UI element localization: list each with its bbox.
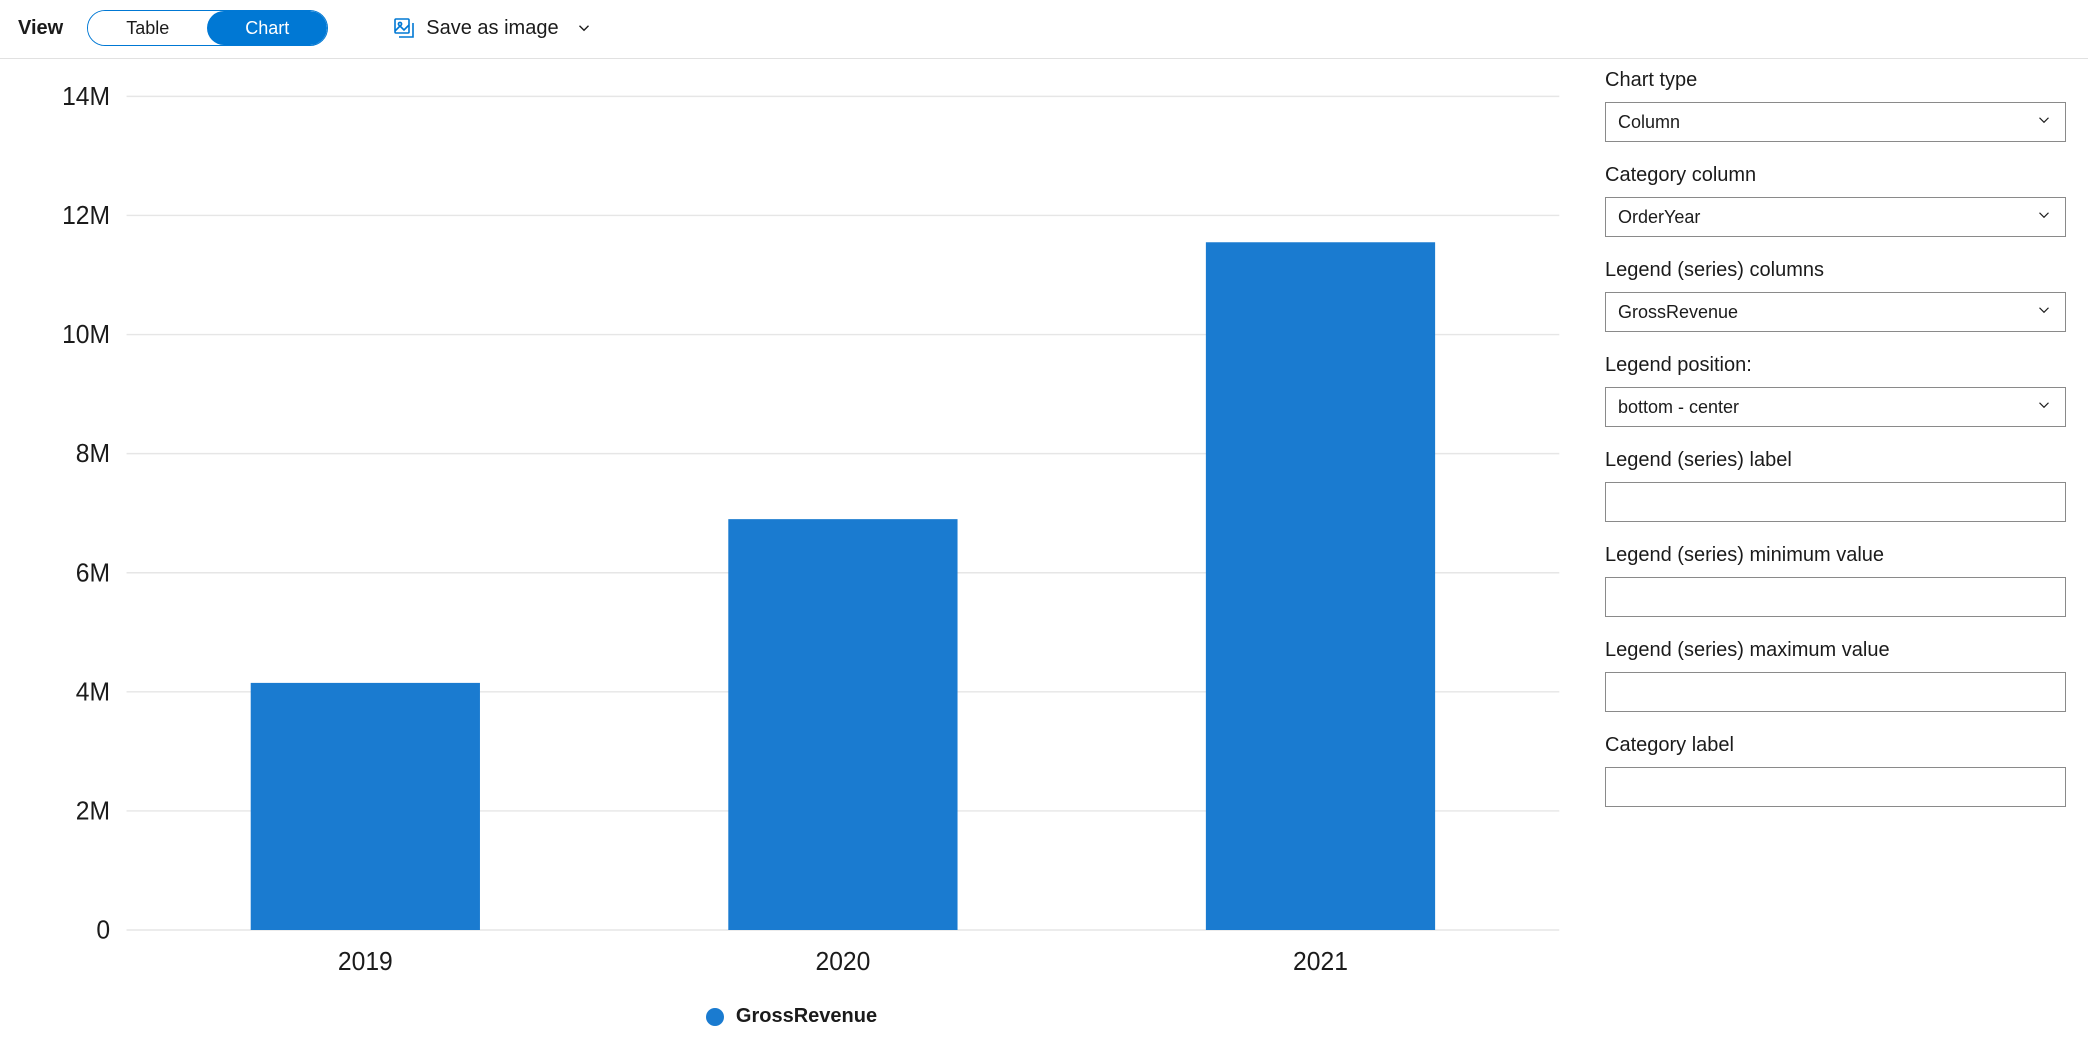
form-label: Category column bbox=[1605, 164, 2066, 187]
svg-text:14M: 14M bbox=[62, 83, 110, 112]
tab-table[interactable]: Table bbox=[88, 11, 207, 45]
form-group: Chart type Column bbox=[1605, 69, 2066, 142]
tab-chart[interactable]: Chart bbox=[207, 11, 327, 45]
save-label: Save as image bbox=[426, 17, 558, 40]
text-input[interactable] bbox=[1605, 767, 2066, 807]
svg-text:0: 0 bbox=[96, 916, 110, 945]
svg-text:10M: 10M bbox=[62, 321, 110, 350]
select-input[interactable]: bottom - center bbox=[1605, 387, 2066, 427]
save-image-icon bbox=[392, 16, 416, 40]
chart-pane: 0 2M 4M 6M 8M 10M 12M 14M 2019 2020 2021 GrossReve… bbox=[0, 59, 1583, 1038]
legend-label: GrossRevenue bbox=[736, 1005, 877, 1028]
column-chart: 0 2M 4M 6M 8M 10M 12M 14M 2019 2020 2021 bbox=[10, 75, 1573, 987]
svg-text:8M: 8M bbox=[76, 440, 110, 469]
svg-text:6M: 6M bbox=[76, 559, 110, 588]
svg-text:2020: 2020 bbox=[815, 947, 870, 976]
form-group: Legend (series) label bbox=[1605, 449, 2066, 522]
select-input[interactable]: Column bbox=[1605, 102, 2066, 142]
chevron-down-icon bbox=[2035, 206, 2053, 229]
chart-config-panel: Chart type Column Category column OrderYear… bbox=[1583, 59, 2088, 1038]
form-group: Legend (series) columns GrossRevenue bbox=[1605, 259, 2066, 332]
select-value: GrossRevenue bbox=[1618, 302, 1738, 323]
select-input[interactable]: OrderYear bbox=[1605, 197, 2066, 237]
text-input[interactable] bbox=[1605, 482, 2066, 522]
chevron-down-icon bbox=[575, 19, 593, 37]
select-value: Column bbox=[1618, 112, 1680, 133]
chart-wrap: 0 2M 4M 6M 8M 10M 12M 14M 2019 2020 2021 GrossReve… bbox=[10, 75, 1573, 1028]
svg-text:2019: 2019 bbox=[338, 947, 393, 976]
chevron-down-icon bbox=[2035, 111, 2053, 134]
view-segmented-control: Table Chart bbox=[87, 10, 328, 46]
text-input[interactable] bbox=[1605, 672, 2066, 712]
chevron-down-icon bbox=[2035, 396, 2053, 419]
form-label: Legend (series) minimum value bbox=[1605, 544, 2066, 567]
form-label: Legend (series) maximum value bbox=[1605, 639, 2066, 662]
view-label: View bbox=[18, 17, 63, 40]
form-label: Legend (series) columns bbox=[1605, 259, 2066, 282]
form-label: Category label bbox=[1605, 734, 2066, 757]
toolbar: View Table Chart Save as image bbox=[0, 0, 2088, 59]
form-label: Legend position: bbox=[1605, 354, 2066, 377]
svg-text:12M: 12M bbox=[62, 202, 110, 231]
svg-text:2M: 2M bbox=[76, 797, 110, 826]
form-label: Chart type bbox=[1605, 69, 2066, 92]
main: 0 2M 4M 6M 8M 10M 12M 14M 2019 2020 2021 GrossReve… bbox=[0, 59, 2088, 1038]
select-value: OrderYear bbox=[1618, 207, 1700, 228]
form-group: Legend (series) minimum value bbox=[1605, 544, 2066, 617]
select-input[interactable]: GrossRevenue bbox=[1605, 292, 2066, 332]
form-group: Legend (series) maximum value bbox=[1605, 639, 2066, 712]
select-value: bottom - center bbox=[1618, 397, 1739, 418]
form-group: Category column OrderYear bbox=[1605, 164, 2066, 237]
save-as-image-button[interactable]: Save as image bbox=[392, 16, 592, 40]
text-input[interactable] bbox=[1605, 577, 2066, 617]
svg-text:2021: 2021 bbox=[1293, 947, 1348, 976]
legend-swatch-icon bbox=[706, 1008, 724, 1026]
form-label: Legend (series) label bbox=[1605, 449, 2066, 472]
chart-legend: GrossRevenue bbox=[10, 1005, 1573, 1028]
chevron-down-icon bbox=[2035, 301, 2053, 324]
form-group: Legend position: bottom - center bbox=[1605, 354, 2066, 427]
svg-text:4M: 4M bbox=[76, 678, 110, 707]
form-group: Category label bbox=[1605, 734, 2066, 807]
